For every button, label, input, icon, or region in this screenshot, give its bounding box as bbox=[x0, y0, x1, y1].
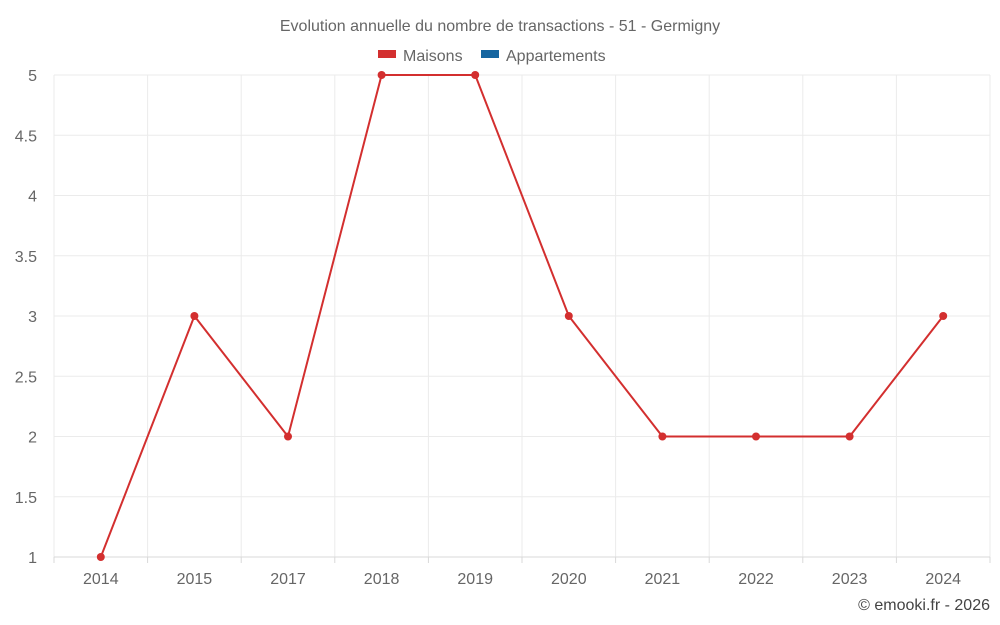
data-point[interactable] bbox=[96, 553, 105, 561]
series-line-maisons bbox=[99, 74, 944, 558]
y-tick-label: 3 bbox=[28, 309, 37, 326]
data-point[interactable] bbox=[564, 312, 573, 320]
series-maisons bbox=[96, 71, 948, 561]
y-axis: 1 1.5 2 2.5 3 3.5 4 4.5 5 bbox=[15, 68, 37, 567]
x-tick-label: 2023 bbox=[832, 571, 868, 588]
y-tick-label: 4.5 bbox=[15, 128, 37, 145]
x-tick-label: 2017 bbox=[270, 571, 306, 588]
y-tick-label: 4 bbox=[28, 189, 37, 206]
legend-swatch-appartements bbox=[481, 50, 499, 58]
x-tick-label: 2021 bbox=[645, 571, 681, 588]
x-tick-label: 2018 bbox=[364, 571, 400, 588]
x-tick-label: 2024 bbox=[925, 571, 961, 588]
legend: Maisons Appartements bbox=[378, 48, 606, 65]
y-tick-label: 1.5 bbox=[15, 490, 37, 507]
x-tick-label: 2020 bbox=[551, 571, 587, 588]
data-point[interactable] bbox=[471, 71, 480, 79]
legend-label-appartements: Appartements bbox=[506, 48, 606, 65]
legend-item-appartements[interactable]: Appartements bbox=[481, 48, 606, 65]
grid bbox=[53, 74, 991, 558]
chart-title: Evolution annuelle du nombre de transact… bbox=[280, 18, 720, 35]
legend-swatch-maisons bbox=[378, 50, 396, 58]
x-axis: 2014 2015 2017 2018 2019 2020 2021 2022 2023 2024 bbox=[53, 556, 991, 588]
legend-label-maisons: Maisons bbox=[403, 48, 463, 65]
data-point[interactable] bbox=[845, 432, 854, 441]
x-tick-label: 2015 bbox=[177, 571, 213, 588]
data-point[interactable] bbox=[190, 312, 199, 320]
credit-text: © emooki.fr - 2026 bbox=[858, 597, 990, 614]
y-tick-label: 2.5 bbox=[15, 369, 37, 386]
data-point[interactable] bbox=[752, 432, 760, 441]
y-tick-label: 5 bbox=[28, 68, 37, 85]
x-tick-label: 2019 bbox=[457, 571, 493, 588]
y-tick-label: 1 bbox=[28, 550, 37, 567]
data-point[interactable] bbox=[377, 71, 386, 79]
data-point[interactable] bbox=[658, 432, 667, 441]
data-point[interactable] bbox=[939, 312, 948, 320]
y-tick-label: 2 bbox=[28, 430, 37, 447]
x-tick-label: 2022 bbox=[738, 571, 774, 588]
data-point[interactable] bbox=[284, 432, 292, 441]
legend-item-maisons[interactable]: Maisons bbox=[378, 48, 463, 65]
y-tick-label: 3.5 bbox=[15, 249, 37, 266]
x-tick-label: 2014 bbox=[83, 571, 119, 588]
